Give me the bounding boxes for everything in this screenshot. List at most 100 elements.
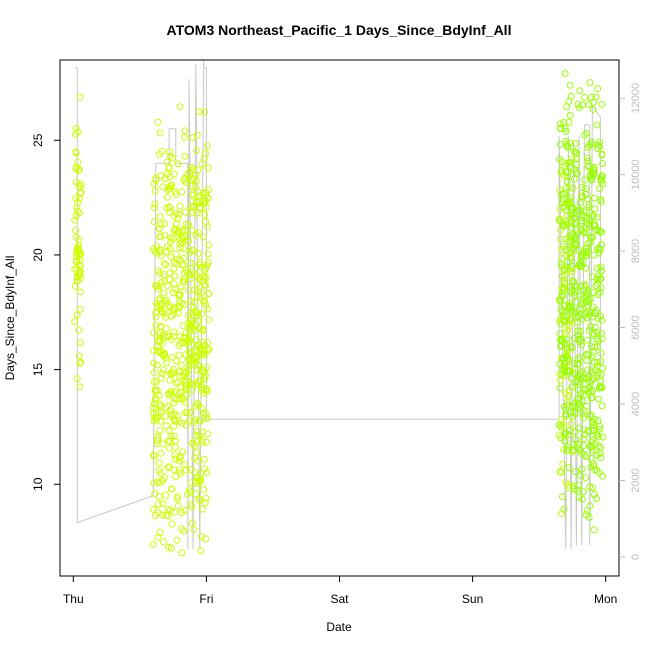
chart-title: ATOM3 Northeast_Pacific_1 Days_Since_Bdy… [167,22,512,38]
data-point [571,408,579,416]
data-point [164,402,172,410]
data-point [202,264,210,272]
data-point [158,147,166,155]
data-point [170,170,178,178]
data-point [580,208,588,216]
data-point [580,414,587,422]
data-point [166,245,174,253]
data-point [159,183,167,191]
data-point [187,275,194,283]
data-point [562,429,570,437]
data-point [155,347,163,355]
data-point [565,196,573,204]
data-point [585,162,593,170]
data-point [76,194,83,202]
data-point [175,351,183,359]
data-point [176,202,184,210]
data-point [557,216,565,224]
data-point [186,338,194,346]
data-point [577,335,585,343]
data-point [201,150,209,157]
data-point [564,143,572,151]
data-point [570,282,578,290]
data-point [199,189,207,197]
data-point [578,219,585,227]
data-point [154,434,162,442]
data-point [162,261,170,269]
data-point [180,527,188,535]
data-point [201,375,209,383]
data-point [205,164,212,172]
data-point [72,227,79,234]
data-point [73,207,81,215]
data-point [567,420,575,428]
data-point [569,278,577,286]
data-point [565,481,573,489]
data-point [555,217,563,225]
data-point [171,451,179,459]
data-point [200,486,208,493]
data-point [154,533,162,541]
data-point [593,343,601,351]
data-point [561,279,568,287]
data-point [161,231,169,239]
data-point [188,381,196,389]
data-point [557,468,565,476]
data-point [160,289,168,297]
data-point [204,415,211,423]
data-point [164,543,172,551]
data-point [194,197,202,205]
data-point [187,317,195,325]
data-point [153,405,161,413]
data-point [199,338,207,346]
data-point [578,450,585,458]
y2-tick-label: 2000 [630,468,642,492]
data-point [556,140,564,148]
data-point [573,486,581,494]
data-point [176,244,184,252]
data-point [157,252,165,260]
x-axis: Thu Fri Sat Sun Mon [63,576,617,606]
data-point [595,395,603,403]
data-point [596,142,604,150]
data-point [172,473,180,480]
data-point [597,198,605,205]
data-point [577,262,585,270]
data-point [580,294,588,302]
data-point [569,262,577,270]
data-point [171,455,179,463]
data-point [583,336,591,344]
data-point [72,194,80,202]
y2-tick-label: 12000 [630,83,642,114]
data-point [576,199,584,207]
data-point [168,485,176,493]
data-point [75,326,83,334]
data-point [575,261,583,268]
data-point [565,200,572,208]
data-point [160,538,168,546]
data-point [171,272,179,280]
data-point [179,448,186,456]
data-point [192,147,200,154]
data-point [594,141,602,149]
data-point [580,442,588,449]
data-point [77,358,85,366]
data-point [580,426,588,434]
data-point [588,438,595,446]
data-point [562,312,570,320]
data-point [204,345,212,353]
data-point [559,460,567,468]
x-tick-label: Sun [462,592,483,606]
data-point [581,310,589,317]
data-point [150,218,158,226]
data-point [196,376,204,384]
x-tick-label: Fri [199,592,213,606]
data-point [77,250,85,258]
data-point [158,370,166,377]
data-point [188,360,196,368]
data-point [165,463,173,471]
data-point [74,277,82,285]
data-point [576,404,584,411]
data-point [597,263,605,271]
data-point [576,353,584,361]
